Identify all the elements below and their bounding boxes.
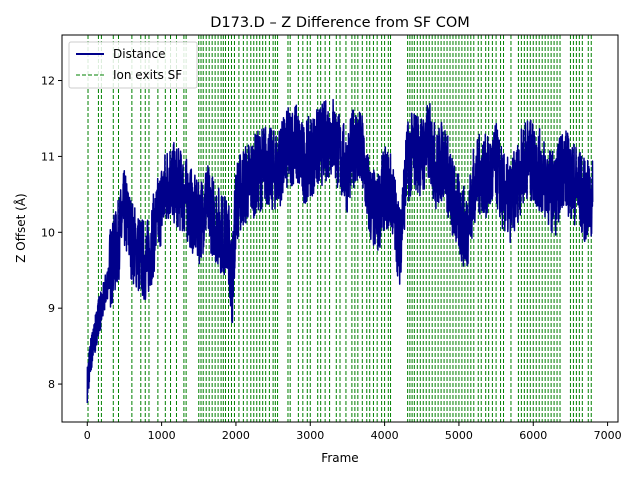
y-tick-label-2: 10 — [41, 226, 55, 239]
y-tick-label-0: 8 — [48, 378, 55, 391]
y-axis-label: Z Offset (Å) — [13, 193, 28, 262]
y-tick-label-4: 12 — [41, 75, 55, 88]
y-tick-label-1: 9 — [48, 302, 55, 315]
legend-label-ion-exits: Ion exits SF — [113, 68, 182, 82]
x-axis: 0 1000 2000 3000 4000 5000 6000 7000 — [84, 422, 622, 442]
x-tick-label-0: 0 — [84, 429, 91, 442]
plot-frame — [61, 34, 619, 423]
series-line-0 — [86, 98, 594, 404]
legend: Distance Ion exits SF — [68, 41, 198, 89]
series-layer — [86, 98, 594, 404]
y-tick-label-3: 11 — [41, 150, 55, 163]
x-tick-label-5: 5000 — [445, 429, 473, 442]
x-tick-label-1: 1000 — [148, 429, 176, 442]
x-tick-label-7: 7000 — [594, 429, 622, 442]
legend-label-distance: Distance — [113, 47, 165, 61]
x-tick-label-3: 3000 — [296, 429, 324, 442]
y-axis: 8 9 10 11 12 — [41, 75, 62, 391]
x-axis-label: Frame — [321, 451, 358, 465]
x-tick-label-6: 6000 — [519, 429, 547, 442]
x-tick-label-4: 4000 — [371, 429, 399, 442]
chart-title: D173.D – Z Difference from SF COM — [210, 15, 470, 31]
x-tick-label-2: 2000 — [222, 429, 250, 442]
